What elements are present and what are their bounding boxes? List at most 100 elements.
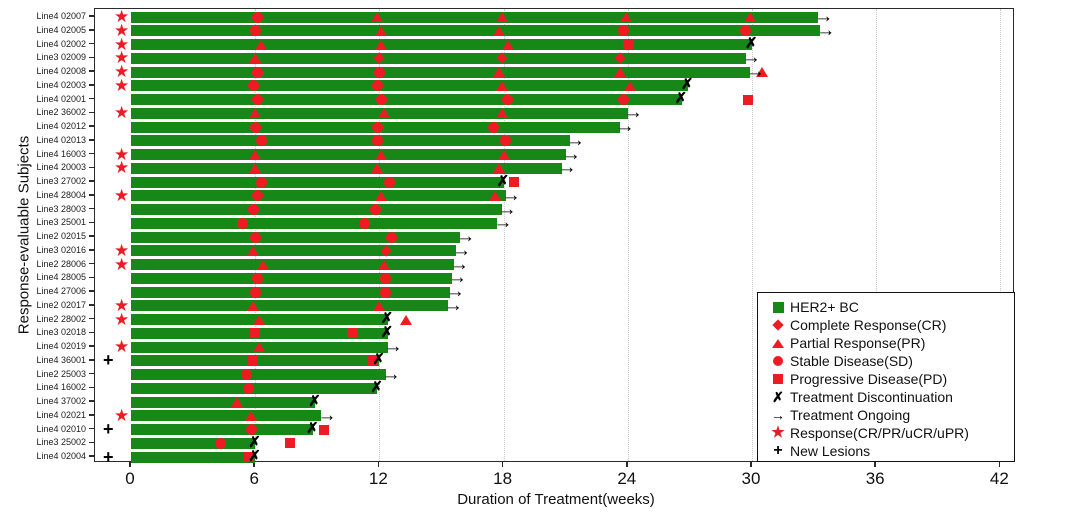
marker-pr-triangle-icon: [375, 149, 388, 160]
grid-line: [1000, 9, 1002, 461]
x-tick-label: 42: [989, 469, 1009, 488]
marker-pr-triangle-icon: [371, 12, 384, 22]
marker-pr-triangle-icon: [375, 25, 388, 36]
response-star-icon: ★: [114, 240, 130, 260]
treatment-discontinuation-x-icon: ✗: [248, 447, 261, 465]
marker-pr-triangle-icon: [489, 190, 502, 201]
subject-label: Line3 02016: [36, 244, 86, 255]
swimmer-bar: [131, 11, 819, 23]
legend-label: Progressive Disease(PD): [790, 371, 948, 387]
subject-label: Line4 16003: [36, 148, 86, 159]
y-axis-tick: [89, 359, 94, 361]
legend-swatch-plus-icon: +: [766, 442, 790, 459]
treatment-ongoing-arrow-icon: →: [497, 198, 517, 220]
marker-sd-circle-icon: [237, 217, 249, 229]
y-axis-tick: [89, 427, 94, 430]
marker-pr-triangle-icon: [249, 149, 262, 160]
subject-label: Line3 02009: [36, 52, 86, 63]
subject-label: Line2 36002: [36, 107, 86, 118]
swimmer-bar: [131, 25, 821, 37]
subject-label: Line4 02021: [36, 409, 86, 420]
y-axis-tick: [89, 331, 94, 333]
marker-sd-circle-icon: [249, 286, 261, 298]
marker-sd-circle-icon: [371, 121, 383, 133]
swimmer-bar: [131, 190, 506, 202]
marker-sd-circle-icon: [618, 94, 630, 105]
x-axis-tick: [750, 462, 752, 467]
response-star-icon: ★: [114, 144, 130, 164]
swimmer-bar: [131, 300, 448, 312]
treatment-ongoing-arrow-icon: →: [623, 102, 643, 124]
subject-label: Line4 20003: [36, 162, 86, 173]
legend-item: ✗ Treatment Discontinuation: [766, 388, 1014, 406]
legend-item: Partial Response(PR): [766, 334, 1014, 352]
treatment-discontinuation-x-icon: ✗: [370, 378, 383, 396]
legend-swatch-arrow-icon: →: [766, 408, 790, 422]
marker-pr-triangle-icon: [501, 39, 514, 50]
treatment-ongoing-arrow-icon: →: [381, 363, 401, 385]
x-axis-title: Duration of Treatment(weeks): [457, 491, 655, 508]
legend-swatch-CR-icon: [766, 319, 790, 331]
x-tick-label: 30: [741, 469, 761, 488]
marker-pd-square-icon: [742, 94, 753, 105]
subject-label: Line4 02005: [36, 24, 86, 35]
marker-pd-square-icon: [368, 355, 379, 366]
legend-label: Partial Response(PR): [790, 335, 926, 351]
y-axis-tick: [89, 125, 94, 127]
marker-pr-triangle-icon: [497, 149, 510, 160]
marker-pr-triangle-icon: [495, 12, 508, 22]
marker-pr-triangle-icon: [373, 300, 386, 311]
marker-sd-circle-icon: [380, 286, 392, 298]
y-axis-tick: [89, 166, 94, 168]
y-axis-tick: [89, 194, 94, 196]
treatment-discontinuation-x-icon: ✗: [308, 392, 321, 410]
marker-sd-circle-icon: [251, 190, 263, 202]
subject-label: Line4 37002: [36, 396, 86, 406]
response-star-icon: ★: [114, 62, 130, 81]
subject-label: Line4 02012: [36, 121, 86, 131]
y-axis-tick: [89, 56, 94, 58]
subject-label: Line3 25001: [36, 217, 86, 228]
legend-item: Progressive Disease(PD): [766, 370, 1014, 388]
discontinuation-x-icon: ✗: [772, 389, 784, 405]
swimmer-bar: [131, 176, 504, 188]
new-lesions-plus-icon: +: [103, 419, 114, 439]
marker-pr-triangle-icon: [247, 300, 260, 311]
y-axis-tick: [89, 84, 94, 86]
y-axis-tick: [89, 455, 94, 457]
treatment-ongoing-arrow-icon: →: [451, 239, 471, 261]
marker-sd-circle-icon: [243, 382, 255, 394]
marker-pr-triangle-icon: [247, 245, 260, 256]
subject-label: Line4 02004: [36, 451, 86, 461]
y-axis-tick: [89, 400, 94, 402]
marker-pr-triangle-icon: [375, 39, 388, 50]
new-lesions-plus-icon: +: [773, 442, 783, 459]
marker-pr-triangle-icon: [253, 342, 266, 352]
marker-pr-triangle-icon: [375, 190, 388, 201]
subject-label: Line3 02018: [36, 327, 86, 338]
swimmer-bar: [131, 272, 452, 284]
treatment-discontinuation-x-icon: ✗: [248, 433, 261, 451]
treatment-discontinuation-x-icon: ✗: [372, 351, 385, 369]
legend-label: Complete Response(CR): [790, 317, 947, 333]
swimmer-bar: [131, 369, 386, 380]
swimmer-bar: [131, 52, 746, 64]
marker-pr-triangle-icon: [245, 410, 258, 421]
treatment-ongoing-arrow-icon: →: [561, 143, 581, 165]
y-axis-tick: [89, 15, 94, 17]
y-axis-tick: [89, 372, 94, 375]
treatment-ongoing-arrow-icon: →: [565, 129, 585, 151]
y-axis-tick: [89, 180, 94, 182]
treatment-ongoing-arrow-icon: →: [317, 404, 336, 426]
grid-line: [876, 9, 878, 461]
y-axis-tick: [89, 290, 94, 292]
marker-sd-circle-icon: [241, 369, 253, 380]
response-star-icon: ★: [114, 405, 130, 425]
subject-label: Line4 02008: [36, 66, 86, 76]
subject-label: Line4 02007: [36, 11, 86, 21]
legend-item: Stable Disease(SD): [766, 352, 1014, 370]
x-axis-tick: [129, 462, 131, 467]
subject-label: Line2 02017: [36, 299, 86, 310]
y-axis-tick: [89, 386, 94, 388]
